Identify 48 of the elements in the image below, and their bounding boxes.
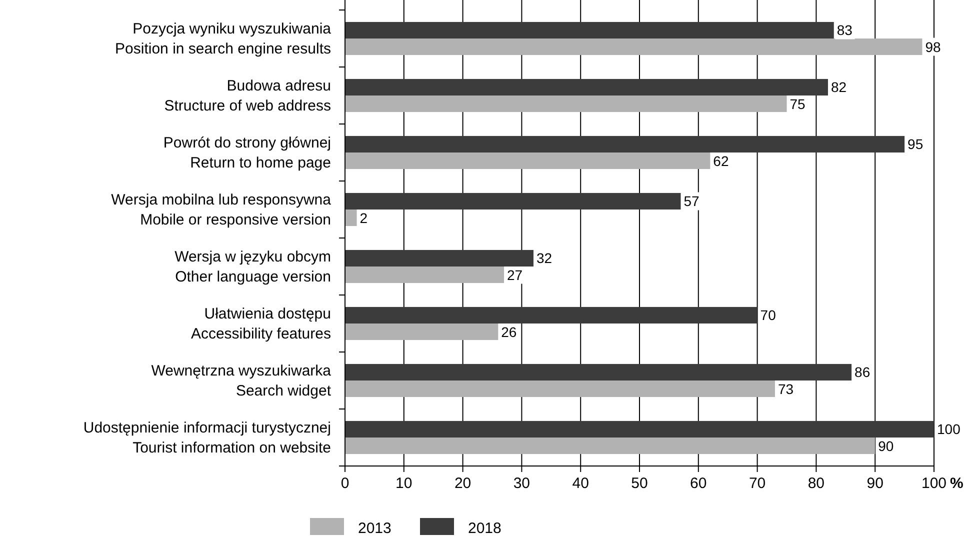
x-tick-label: 100: [921, 475, 947, 492]
y-tick-label: Wewnętrzna wyszukiwarka Search widget: [151, 362, 332, 400]
data-label: 57: [684, 193, 700, 210]
data-label: 2: [360, 210, 368, 226]
data-label: 27: [507, 266, 523, 283]
y-tick-label: Udostępnienie informacji turystycznej Tourist information on website: [83, 420, 331, 456]
x-tick-label: 20: [454, 475, 472, 492]
x-axis-title: %: [950, 475, 964, 492]
y-tick-label: Budowa adresu Structure of web address: [164, 78, 331, 114]
x-tick-label: 90: [866, 475, 884, 492]
data-label: 100: [937, 421, 961, 438]
data-label: 95: [908, 136, 924, 152]
data-label: 73: [778, 380, 794, 397]
data-label: 83: [836, 22, 853, 38]
legend-label: 2018: [468, 520, 502, 537]
x-tick-label: 80: [808, 475, 825, 492]
data-label: 26: [501, 324, 517, 340]
x-tick-label: 10: [396, 475, 412, 492]
data-label: 98: [925, 38, 942, 55]
x-tick-label: 40: [572, 475, 589, 492]
bar: [345, 96, 787, 112]
data-label: 62: [713, 152, 729, 169]
bar: [345, 210, 357, 226]
y-tick-label: Wersja mobilna lub responsywna Mobile or responsive version: [111, 192, 332, 228]
bar: [345, 38, 922, 56]
x-tick-label: 0: [340, 475, 350, 492]
y-tick-label: Pozycja wyniku wyszukiwania Position in search engine results: [115, 20, 332, 58]
x-tick-label: 60: [690, 475, 707, 492]
bar: [345, 306, 758, 324]
data-label: 32: [536, 250, 552, 266]
y-tick-label: Powrót do strony głównej Return to home page: [163, 134, 331, 172]
x-tick-label: 70: [748, 475, 766, 492]
bar: [345, 266, 504, 284]
bar: [345, 192, 681, 210]
bar: [345, 380, 775, 398]
data-label: 90: [878, 438, 894, 454]
legend-label: 2013: [358, 520, 392, 537]
bar: [345, 22, 834, 38]
bar: [345, 250, 534, 266]
data-label: 75: [790, 96, 806, 112]
data-label: 86: [854, 364, 870, 380]
x-tick-label: 30: [513, 475, 530, 492]
data-label: 70: [760, 307, 776, 324]
x-tick-label: 50: [631, 475, 648, 492]
bar: [345, 78, 828, 96]
y-tick-label: Ułatwienia dostępu Accessibility features: [190, 306, 331, 342]
data-label: 82: [830, 79, 847, 96]
y-tick-label: Wersja w języku obcym Other language version: [174, 248, 331, 286]
